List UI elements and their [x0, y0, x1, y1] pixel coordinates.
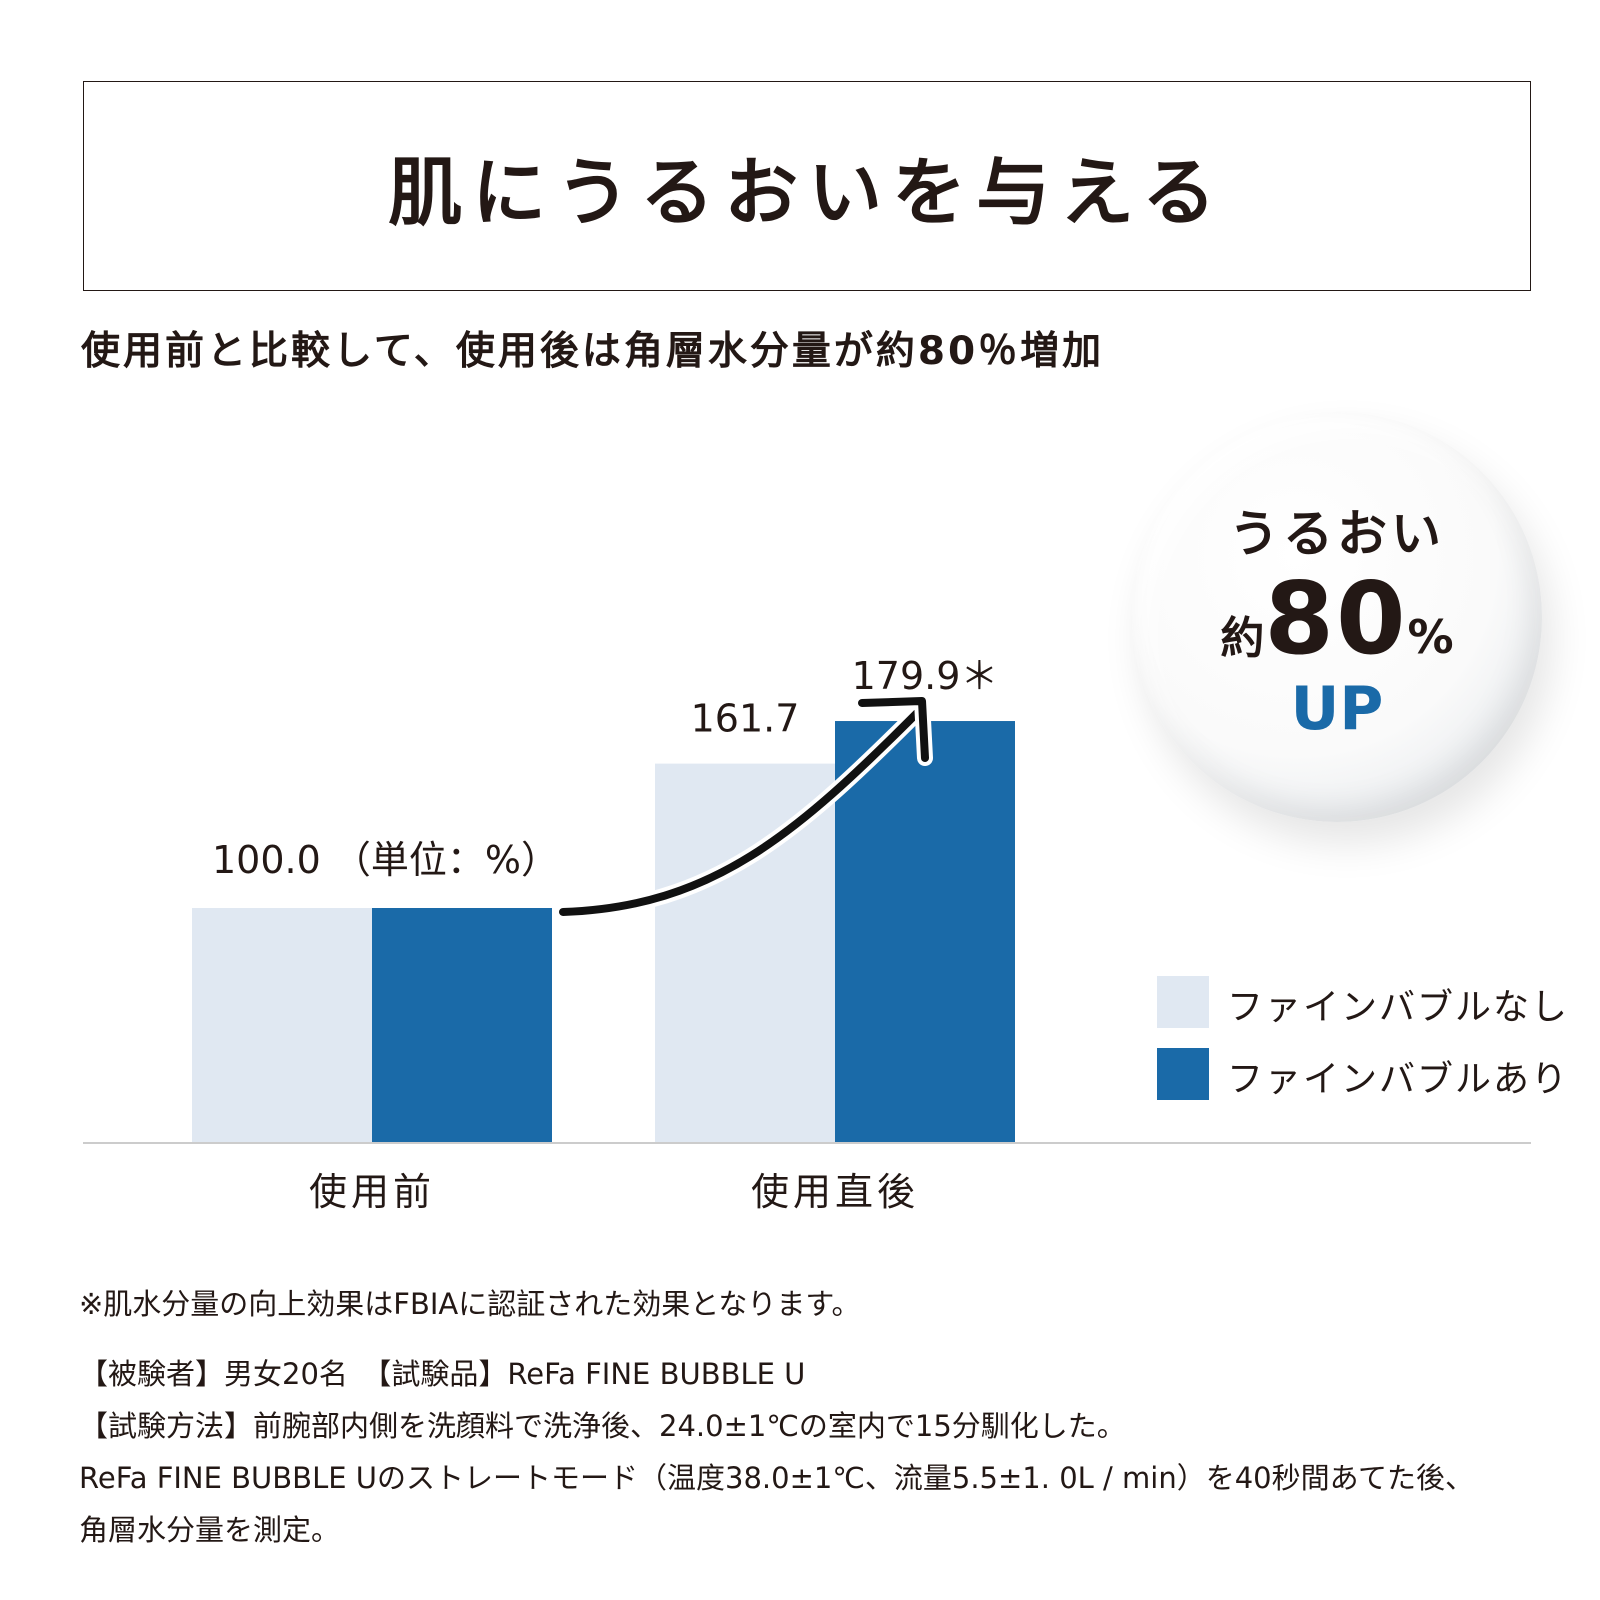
x-tick-label: 使用前 [309, 1170, 435, 1214]
moisture-badge: うるおい 約80% UP [1132, 412, 1542, 822]
badge-prefix: 約 [1220, 613, 1265, 664]
notes: ※肌水分量の向上効果はFBIAに認証された効果となります。 【被験者】男女20名… [79, 1278, 1474, 1556]
legend-swatch-without [1157, 976, 1209, 1028]
data-label-after-without: 161.7 [691, 697, 800, 741]
footnote: ※肌水分量の向上効果はFBIAに認証された効果となります。 [79, 1287, 861, 1321]
chart-subtitle: 使用前と比較して、使用後は角層水分量が約80％増加 [81, 329, 1105, 374]
badge-number: 80 [1264, 560, 1408, 677]
data-label-after-with: 179.9＊ [852, 654, 999, 698]
test-subjects: 【被験者】男女20名 【試験品】ReFa FINE BUBBLE U [79, 1357, 806, 1391]
page-title: 肌にうるおいを与える [388, 149, 1226, 236]
bar-with-0 [372, 908, 552, 1142]
badge-up: UP [1290, 674, 1384, 744]
legend-label-with: ファインバブルあり [1227, 1059, 1570, 1100]
x-tick-label: 使用直後 [751, 1170, 919, 1214]
test-method-3: 角層水分量を測定。 [79, 1513, 341, 1547]
arrow-head [858, 697, 929, 762]
legend-swatch-with [1157, 1048, 1209, 1100]
bar-with-1 [835, 721, 1015, 1142]
test-method-2: ReFa FINE BUBBLE Uのストレートモード（温度38.0±1℃、流量… [79, 1461, 1475, 1495]
badge-title: うるおい [1229, 505, 1445, 563]
bar-without-0 [192, 908, 372, 1142]
title-box: 肌にうるおいを与える [83, 81, 1531, 291]
arrow-curve [559, 709, 921, 916]
test-method: 【試験方法】前腕部内側を洗顔料で洗浄後、24.0±1℃の室内で15分馴化した。 [79, 1409, 1126, 1443]
legend-label-without: ファインバブルなし [1227, 987, 1570, 1028]
badge-percent: % [1407, 610, 1454, 664]
data-label-before: 100.0 （単位：%） [212, 838, 559, 882]
badge-value: 約80% [1132, 560, 1542, 677]
